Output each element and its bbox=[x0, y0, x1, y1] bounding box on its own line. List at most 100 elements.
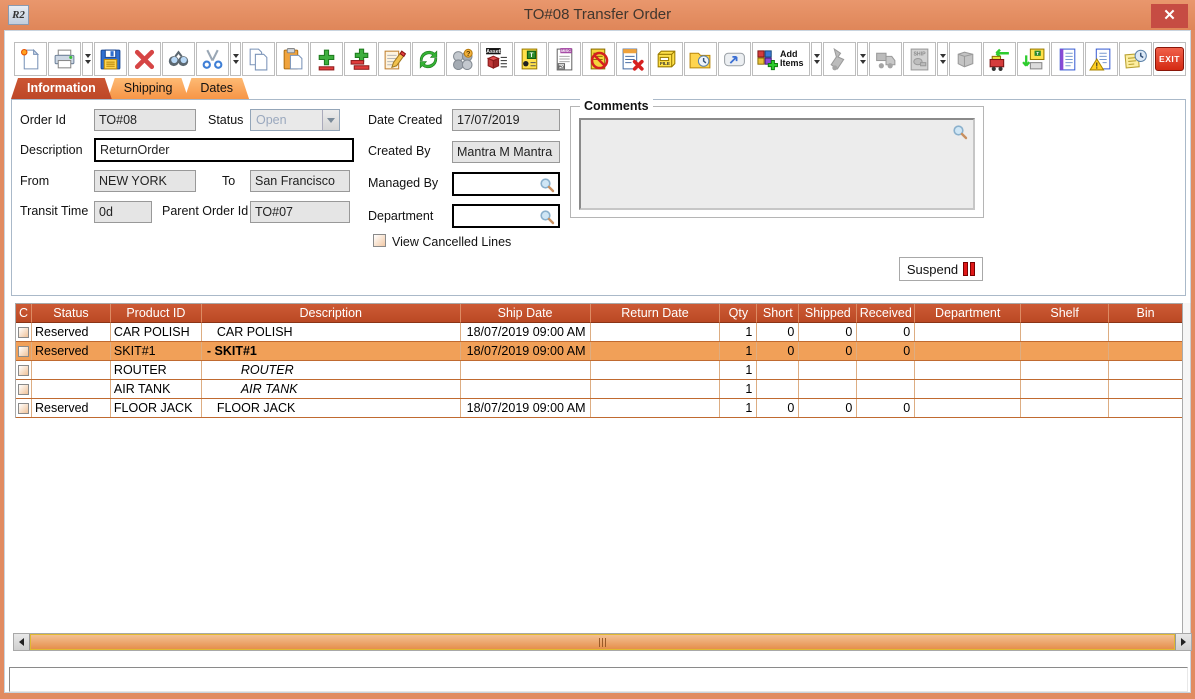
shortcut-key-button[interactable] bbox=[718, 42, 751, 76]
transit-time-field: 0d bbox=[94, 201, 152, 223]
dispatch-dropdown[interactable] bbox=[857, 42, 868, 76]
row-checkbox[interactable] bbox=[17, 383, 29, 395]
vertical-scrollbar[interactable] bbox=[1182, 303, 1191, 633]
comments-textarea[interactable] bbox=[579, 118, 975, 210]
receive-icon bbox=[873, 47, 898, 72]
table-row[interactable]: Reserved CAR POLISH CAR POLISH 18/07/2019 0… bbox=[16, 323, 1182, 342]
column-header-return_date[interactable]: Return Date bbox=[589, 304, 720, 323]
table-row[interactable]: Reserved FLOOR JACK FLOOR JACK 18/07/2019 0… bbox=[16, 399, 1182, 418]
column-header-received[interactable]: Received bbox=[856, 304, 915, 323]
ship-document-icon: SHIP bbox=[907, 47, 932, 72]
tab-information[interactable]: Information bbox=[11, 78, 112, 99]
edit-notes-button[interactable] bbox=[378, 42, 411, 76]
cell-received: 0 bbox=[856, 342, 914, 360]
print-button[interactable] bbox=[48, 42, 81, 76]
dispatch-button bbox=[823, 42, 856, 76]
save-button[interactable] bbox=[94, 42, 127, 76]
table-row[interactable]: AIR TANK AIR TANK 1 bbox=[16, 380, 1182, 399]
folder-history-button[interactable] bbox=[684, 42, 717, 76]
status-combo: Open bbox=[250, 109, 340, 131]
column-header-department[interactable]: Department bbox=[914, 304, 1021, 323]
column-header-ship_date[interactable]: Ship Date bbox=[459, 304, 590, 323]
cut-button[interactable] bbox=[196, 42, 229, 76]
information-panel: Order Id TO#08 Status Open Date Created … bbox=[11, 99, 1186, 296]
table-body: Reserved CAR POLISH CAR POLISH 18/07/2019 0… bbox=[16, 323, 1182, 418]
description-field[interactable]: ReturnOrder bbox=[94, 138, 354, 162]
column-header-checkbox[interactable]: C bbox=[16, 304, 31, 323]
file-cabinet-button[interactable]: FILE bbox=[650, 42, 683, 76]
cell-shipped bbox=[798, 380, 856, 398]
table-header: C Status Product ID Description Ship Date Ret… bbox=[16, 304, 1183, 323]
close-button[interactable] bbox=[1151, 4, 1188, 28]
cell-status bbox=[30, 380, 110, 398]
alert-document-button[interactable]: ! bbox=[1085, 42, 1118, 76]
view-cancelled-lines-checkbox[interactable] bbox=[373, 234, 386, 247]
ship-document-dropdown[interactable] bbox=[937, 42, 948, 76]
return-transfer-button[interactable] bbox=[983, 42, 1016, 76]
delete-button[interactable] bbox=[128, 42, 161, 76]
scroll-right-button[interactable] bbox=[1175, 634, 1191, 650]
refresh-button[interactable] bbox=[412, 42, 445, 76]
department-field[interactable] bbox=[452, 204, 560, 228]
scroll-left-button[interactable] bbox=[14, 634, 30, 650]
app-icon: R2 bbox=[8, 5, 29, 25]
copy-button[interactable] bbox=[242, 42, 275, 76]
column-header-bin[interactable]: Bin bbox=[1108, 304, 1183, 323]
tab-dates[interactable]: Dates bbox=[184, 78, 249, 99]
search-icon[interactable] bbox=[539, 209, 555, 225]
row-checkbox[interactable] bbox=[17, 345, 29, 357]
add-line-button[interactable] bbox=[310, 42, 343, 76]
availability-button[interactable]: ? bbox=[446, 42, 479, 76]
cancel-document-icon bbox=[620, 47, 645, 72]
add-multiple-lines-button[interactable] bbox=[344, 42, 377, 76]
asset-button[interactable]: Asset bbox=[480, 42, 513, 76]
cell-bin bbox=[1108, 342, 1182, 360]
row-checkbox[interactable] bbox=[17, 402, 29, 414]
add-items-dropdown[interactable] bbox=[811, 42, 822, 76]
column-header-shipped[interactable]: Shipped bbox=[798, 304, 857, 323]
cell-short: 0 bbox=[756, 399, 798, 417]
cut-dropdown[interactable] bbox=[230, 42, 241, 76]
new-document-button[interactable] bbox=[14, 42, 47, 76]
cell-bin bbox=[1108, 361, 1182, 379]
cell-shelf bbox=[1020, 399, 1108, 417]
column-header-short[interactable]: Short bbox=[756, 304, 799, 323]
order-id-label: Order Id bbox=[20, 113, 66, 127]
find-button[interactable] bbox=[162, 42, 195, 76]
column-header-description[interactable]: Description bbox=[200, 304, 460, 323]
paste-button[interactable] bbox=[276, 42, 309, 76]
scrollbar-thumb[interactable] bbox=[30, 634, 1175, 650]
notes-history-button[interactable] bbox=[1119, 42, 1152, 76]
document-button[interactable] bbox=[1051, 42, 1084, 76]
column-header-qty[interactable]: Qty bbox=[719, 304, 757, 323]
column-header-product_id[interactable]: Product ID bbox=[109, 304, 201, 323]
column-header-shelf[interactable]: Shelf bbox=[1020, 304, 1109, 323]
from-label: From bbox=[20, 174, 50, 188]
horizontal-scrollbar bbox=[13, 633, 1192, 651]
add-items-button[interactable]: Add Items bbox=[752, 42, 810, 76]
table-row[interactable]: Reserved SKIT#1- SKIT#1 18/07/2019 09:00 A… bbox=[16, 342, 1182, 361]
cell-product_id: FLOOR JACK bbox=[109, 399, 201, 417]
row-checkbox[interactable] bbox=[17, 364, 29, 376]
svg-text:?: ? bbox=[466, 48, 471, 57]
table-row[interactable]: ROUTER ROUTER 1 bbox=[16, 361, 1182, 380]
receive-transfer-button[interactable]: T bbox=[1017, 42, 1050, 76]
grip-icon bbox=[598, 637, 607, 647]
copy-icon bbox=[246, 47, 271, 72]
print-dropdown[interactable] bbox=[82, 42, 93, 76]
transfer-document-button[interactable]: T bbox=[514, 42, 547, 76]
block-document-button[interactable] bbox=[582, 42, 615, 76]
exit-button[interactable]: EXIT bbox=[1153, 42, 1186, 76]
cancel-document-button[interactable] bbox=[616, 42, 649, 76]
suspend-button[interactable]: Suspend bbox=[899, 257, 983, 281]
cell-shipped: 0 bbox=[798, 323, 856, 341]
misc-po-button[interactable]: MISC PO bbox=[548, 42, 581, 76]
search-icon[interactable] bbox=[952, 124, 968, 140]
search-icon[interactable] bbox=[539, 177, 555, 193]
tab-shipping[interactable]: Shipping bbox=[108, 78, 189, 99]
row-checkbox[interactable] bbox=[17, 326, 29, 338]
managed-by-field[interactable] bbox=[452, 172, 560, 196]
document-icon bbox=[1055, 47, 1080, 72]
cell-ship_date bbox=[459, 361, 590, 379]
column-header-status[interactable]: Status bbox=[30, 304, 110, 323]
